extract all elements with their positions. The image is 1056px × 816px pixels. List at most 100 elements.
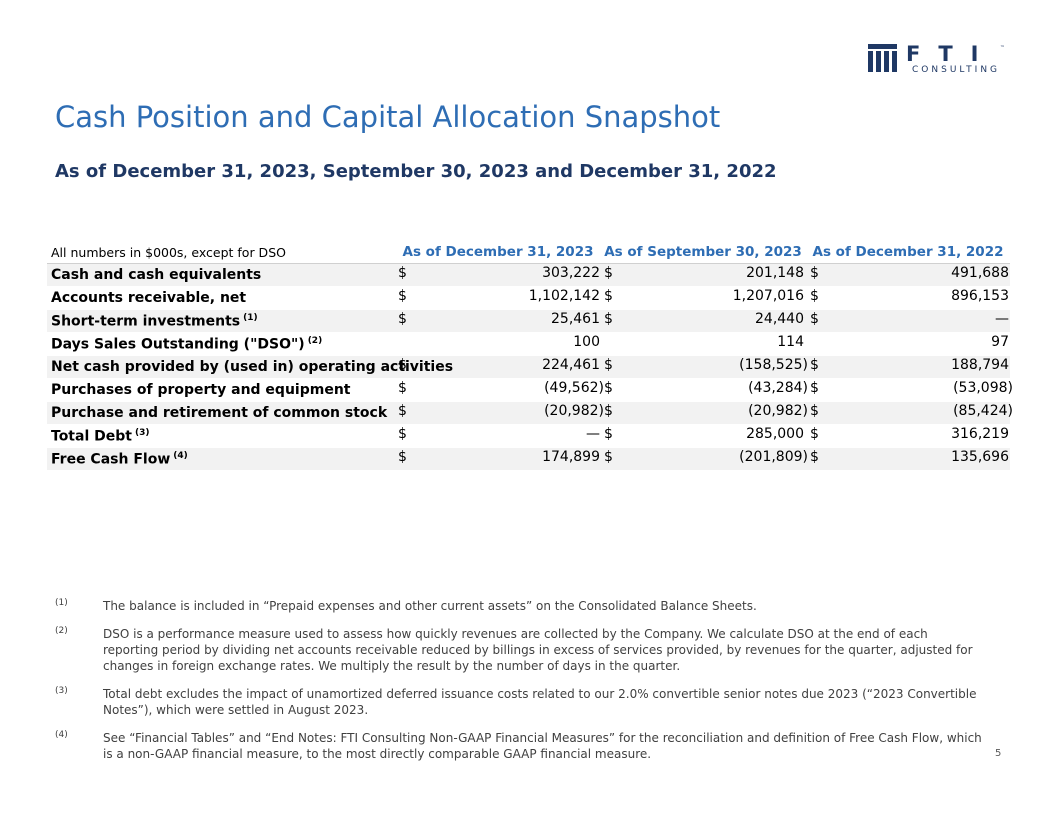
currency: $ xyxy=(810,403,819,419)
footnote-marker: (3) xyxy=(55,686,68,696)
footnote-marker: (4) xyxy=(55,730,68,740)
footnote-text: See “Financial Tables” and “End Notes: F… xyxy=(103,731,982,761)
row-label: Cash and cash equivalents xyxy=(51,267,261,283)
cell-value: 135,696 xyxy=(951,449,1009,465)
currency: $ xyxy=(604,426,613,442)
cell-value: 188,794 xyxy=(951,357,1009,373)
cell-value: 174,899 xyxy=(542,449,600,465)
currency: $ xyxy=(398,426,407,442)
table-corner: All numbers in $000s, except for DSO xyxy=(51,245,286,260)
currency: $ xyxy=(810,265,819,281)
currency: $ xyxy=(604,380,613,396)
currency: $ xyxy=(604,265,613,281)
footnote-text: Total debt excludes the impact of unamor… xyxy=(103,687,977,717)
cell-value: 303,222 xyxy=(542,265,600,281)
cell-value: 224,461 xyxy=(542,357,600,373)
table-row: Free Cash Flow (4) $174,899 $ (201,809) $135,… xyxy=(47,448,1010,470)
table-row: Short-term investments (1) $25,461 $24,440 $… xyxy=(47,310,1010,332)
logo-subtext: CONSULTING xyxy=(912,65,1000,74)
row-label-text: Accounts receivable, net xyxy=(51,290,247,306)
currency: $ xyxy=(398,449,407,465)
cell-value: 100 xyxy=(573,334,600,350)
table-row: Total Debt (3) $ — $285,000 $316,219 xyxy=(47,425,1010,447)
currency: $ xyxy=(604,357,613,373)
row-label-text: Free Cash Flow xyxy=(51,451,171,468)
currency: $ xyxy=(810,311,819,327)
currency: $ xyxy=(810,380,819,396)
title: Cash Position and Capital Allocation Sna… xyxy=(55,100,721,134)
logo-trademark: ™ xyxy=(1000,45,1005,51)
cell-value: (85,424) xyxy=(953,403,1013,419)
cell-value: 97 xyxy=(991,334,1009,350)
cell-value: (43,284) xyxy=(748,380,808,396)
footnote-text: DSO is a performance measure used to ass… xyxy=(103,627,973,673)
currency: $ xyxy=(398,357,407,373)
row-label-text: Total Debt xyxy=(51,428,132,445)
currency: $ xyxy=(398,288,407,304)
column-header: As of December 31, 2023 xyxy=(402,244,594,260)
currency: $ xyxy=(604,288,613,304)
row-label: Days Sales Outstanding ("DSO") (2) xyxy=(51,336,322,353)
cell-value: — xyxy=(995,311,1009,327)
cell-value: (201,809) xyxy=(739,449,808,465)
table-row: Accounts receivable, net $1,102,142 $1,207… xyxy=(47,287,1010,309)
footnote-ref: (1) xyxy=(243,313,258,323)
row-label-text: Cash and cash equivalents xyxy=(51,267,262,283)
cell-value: 1,207,016 xyxy=(732,288,804,304)
cell-value: 316,219 xyxy=(951,426,1009,442)
cell-value: 201,148 xyxy=(746,265,804,281)
footnote-ref: (2) xyxy=(307,336,323,346)
row-label: Accounts receivable, net xyxy=(51,290,246,306)
footnote-ref: (3) xyxy=(134,428,150,438)
cell-value: 114 xyxy=(777,334,804,350)
currency: $ xyxy=(398,380,407,396)
table-row: Net cash provided by (used in) operating… xyxy=(47,356,1010,378)
currency: $ xyxy=(604,449,613,465)
table-row: Days Sales Outstanding ("DSO") (2) 100 114 9… xyxy=(47,333,1010,355)
logo: FTI ™ CONSULTING xyxy=(868,44,1005,74)
row-label-text: Purchases of property and equipment xyxy=(51,382,351,398)
logo-text: FTI xyxy=(906,44,996,66)
table-row: Purchases of property and equipment $ (49,… xyxy=(47,379,1013,401)
row-label: Short-term investments (1) xyxy=(51,313,258,330)
column-header: As of December 31, 2022 xyxy=(812,244,1004,260)
row-label-text: Days Sales Outstanding ("DSO") xyxy=(51,336,305,353)
cell-value: 285,000 xyxy=(746,426,804,442)
subtitle: As of December 31, 2023, September 30, 2… xyxy=(55,161,777,182)
currency: $ xyxy=(398,265,407,281)
table-row: Purchase and retirement of common stock $… xyxy=(47,402,1013,424)
cell-value: (49,562) xyxy=(544,380,604,396)
row-label-text: Short-term investments xyxy=(51,313,241,330)
currency: $ xyxy=(398,403,407,419)
cell-value: 1,102,142 xyxy=(528,288,600,304)
row-label-text: Net cash provided by (used in) operating… xyxy=(51,359,454,375)
currency: $ xyxy=(810,357,819,373)
currency: $ xyxy=(604,403,613,419)
row-label: Purchase and retirement of common stock xyxy=(51,405,387,421)
table-row: Cash and cash equivalents $303,222 $201,14… xyxy=(47,264,1010,286)
cell-value: (158,525) xyxy=(739,357,808,373)
row-label: Free Cash Flow (4) xyxy=(51,451,188,468)
currency: $ xyxy=(604,311,613,327)
cell-value: 491,688 xyxy=(951,265,1009,281)
cell-value: (20,982) xyxy=(748,403,808,419)
row-label-text: Purchase and retirement of common stock xyxy=(51,405,388,421)
cell-value: (53,098) xyxy=(953,380,1013,396)
footnote-marker: (2) xyxy=(55,626,68,636)
footnote-marker: (1) xyxy=(55,598,68,608)
footnote-text: The balance is included in “Prepaid expe… xyxy=(103,599,757,613)
row-label: Total Debt (3) xyxy=(51,428,149,445)
currency: $ xyxy=(398,311,407,327)
header-rule xyxy=(47,263,1010,264)
currency: $ xyxy=(810,426,819,442)
cell-value: (20,982) xyxy=(544,403,604,419)
cell-value: — xyxy=(586,426,600,442)
column-header: As of September 30, 2023 xyxy=(604,244,802,260)
currency: $ xyxy=(810,449,819,465)
cell-value: 896,153 xyxy=(951,288,1009,304)
row-label: Purchases of property and equipment xyxy=(51,382,350,398)
cell-value: 24,440 xyxy=(755,311,804,327)
page-number: 5 xyxy=(995,748,1002,759)
footnote-ref: (4) xyxy=(173,451,188,461)
